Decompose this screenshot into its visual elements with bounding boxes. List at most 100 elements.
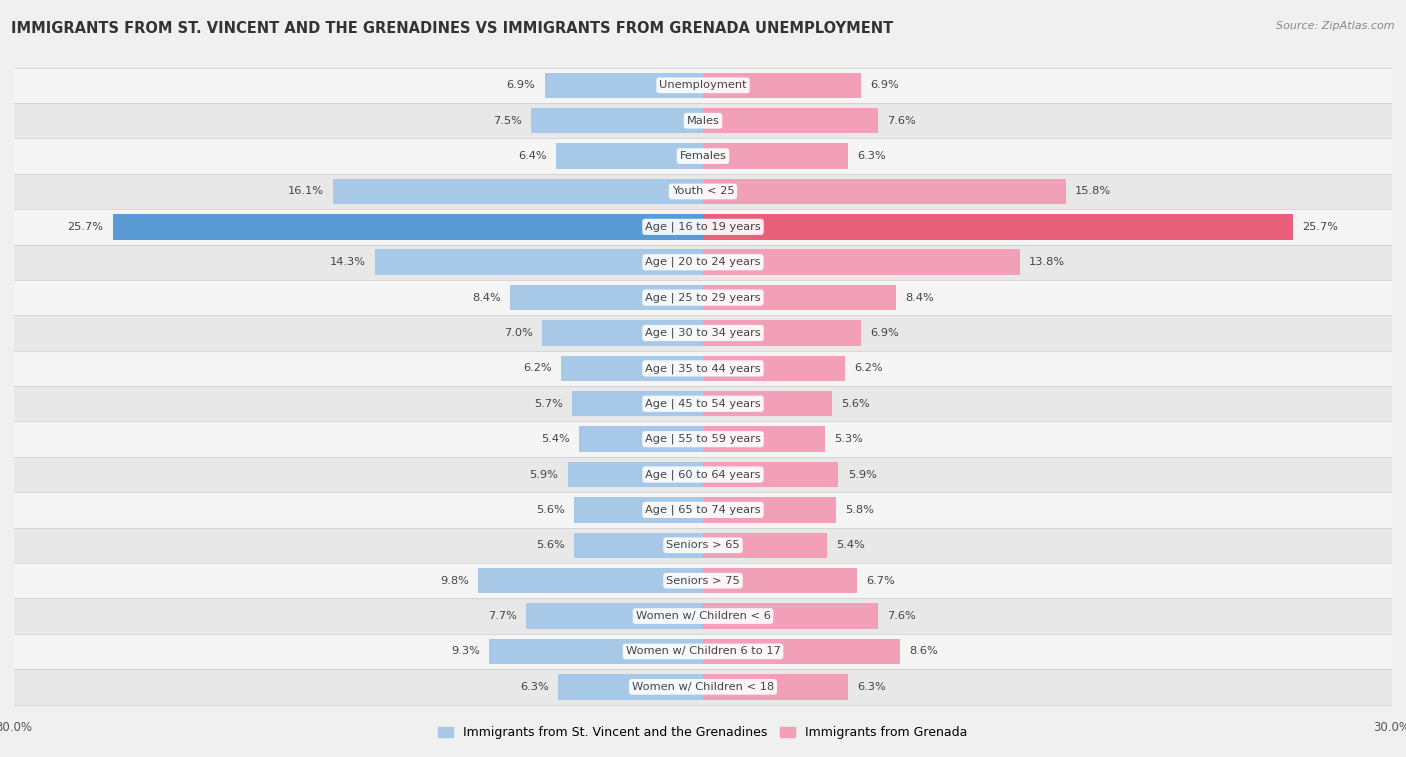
Bar [703, 426, 825, 452]
Bar [703, 108, 877, 133]
Text: 7.7%: 7.7% [488, 611, 517, 621]
Text: 5.6%: 5.6% [537, 540, 565, 550]
Bar [14, 280, 1392, 316]
Text: 6.7%: 6.7% [866, 575, 894, 586]
Text: 7.6%: 7.6% [887, 116, 915, 126]
Bar [14, 492, 1392, 528]
Bar [703, 639, 900, 664]
Text: Seniors > 65: Seniors > 65 [666, 540, 740, 550]
Text: 13.8%: 13.8% [1029, 257, 1066, 267]
Text: Women w/ Children < 18: Women w/ Children < 18 [631, 682, 775, 692]
Bar [575, 533, 703, 558]
Bar [703, 285, 896, 310]
Text: IMMIGRANTS FROM ST. VINCENT AND THE GRENADINES VS IMMIGRANTS FROM GRENADA UNEMPL: IMMIGRANTS FROM ST. VINCENT AND THE GREN… [11, 21, 893, 36]
Text: Age | 20 to 24 years: Age | 20 to 24 years [645, 257, 761, 267]
Bar [703, 391, 831, 416]
Bar [703, 568, 856, 593]
Bar [14, 316, 1392, 350]
Text: Seniors > 75: Seniors > 75 [666, 575, 740, 586]
Text: 7.6%: 7.6% [887, 611, 915, 621]
Text: 5.9%: 5.9% [530, 469, 558, 479]
Bar [531, 108, 703, 133]
Text: Source: ZipAtlas.com: Source: ZipAtlas.com [1277, 21, 1395, 31]
Text: 25.7%: 25.7% [67, 222, 104, 232]
Bar [14, 598, 1392, 634]
Bar [703, 497, 837, 522]
Text: 6.2%: 6.2% [855, 363, 883, 373]
Bar [526, 603, 703, 629]
Bar [14, 563, 1392, 598]
Text: 5.3%: 5.3% [834, 435, 863, 444]
Text: 6.9%: 6.9% [506, 80, 536, 90]
Text: 6.3%: 6.3% [856, 151, 886, 161]
Text: 14.3%: 14.3% [329, 257, 366, 267]
Text: Males: Males [686, 116, 720, 126]
Text: 15.8%: 15.8% [1076, 186, 1111, 197]
Bar [14, 528, 1392, 563]
Text: 5.6%: 5.6% [537, 505, 565, 515]
Bar [14, 386, 1392, 422]
Bar [703, 320, 862, 346]
Legend: Immigrants from St. Vincent and the Grenadines, Immigrants from Grenada: Immigrants from St. Vincent and the Gren… [433, 721, 973, 744]
Bar [510, 285, 703, 310]
Bar [703, 674, 848, 699]
Bar [572, 391, 703, 416]
Text: 6.3%: 6.3% [520, 682, 550, 692]
Bar [703, 533, 827, 558]
Bar [703, 179, 1066, 204]
Text: 16.1%: 16.1% [288, 186, 323, 197]
Text: 6.3%: 6.3% [856, 682, 886, 692]
Text: Age | 30 to 34 years: Age | 30 to 34 years [645, 328, 761, 338]
Bar [14, 422, 1392, 456]
Bar [14, 350, 1392, 386]
Bar [544, 73, 703, 98]
Bar [14, 67, 1392, 103]
Bar [14, 209, 1392, 245]
Text: Age | 25 to 29 years: Age | 25 to 29 years [645, 292, 761, 303]
Bar [703, 603, 877, 629]
Text: Women w/ Children 6 to 17: Women w/ Children 6 to 17 [626, 646, 780, 656]
Text: 5.8%: 5.8% [845, 505, 875, 515]
Text: Women w/ Children < 6: Women w/ Children < 6 [636, 611, 770, 621]
Bar [568, 462, 703, 488]
Bar [478, 568, 703, 593]
Text: Age | 35 to 44 years: Age | 35 to 44 years [645, 363, 761, 374]
Text: 8.6%: 8.6% [910, 646, 938, 656]
Bar [14, 669, 1392, 705]
Bar [558, 674, 703, 699]
Text: 5.7%: 5.7% [534, 399, 562, 409]
Text: Youth < 25: Youth < 25 [672, 186, 734, 197]
Text: 8.4%: 8.4% [905, 293, 934, 303]
Text: 8.4%: 8.4% [472, 293, 501, 303]
Bar [14, 634, 1392, 669]
Text: 7.5%: 7.5% [492, 116, 522, 126]
Bar [374, 250, 703, 275]
Bar [14, 103, 1392, 139]
Text: 6.2%: 6.2% [523, 363, 551, 373]
Bar [14, 245, 1392, 280]
Bar [703, 356, 845, 381]
Bar [703, 73, 862, 98]
Text: 5.6%: 5.6% [841, 399, 869, 409]
Text: 7.0%: 7.0% [505, 328, 533, 338]
Text: 6.9%: 6.9% [870, 328, 900, 338]
Bar [703, 214, 1294, 239]
Bar [14, 174, 1392, 209]
Bar [561, 356, 703, 381]
Bar [333, 179, 703, 204]
Text: 9.3%: 9.3% [451, 646, 481, 656]
Text: Age | 16 to 19 years: Age | 16 to 19 years [645, 222, 761, 232]
Bar [703, 462, 838, 488]
Bar [14, 139, 1392, 174]
Text: Age | 65 to 74 years: Age | 65 to 74 years [645, 505, 761, 516]
Bar [112, 214, 703, 239]
Text: 6.9%: 6.9% [870, 80, 900, 90]
Bar [543, 320, 703, 346]
Text: 6.4%: 6.4% [519, 151, 547, 161]
Text: 9.8%: 9.8% [440, 575, 468, 586]
Text: 5.4%: 5.4% [837, 540, 865, 550]
Text: Age | 55 to 59 years: Age | 55 to 59 years [645, 434, 761, 444]
Text: 25.7%: 25.7% [1302, 222, 1339, 232]
Bar [555, 143, 703, 169]
Bar [489, 639, 703, 664]
